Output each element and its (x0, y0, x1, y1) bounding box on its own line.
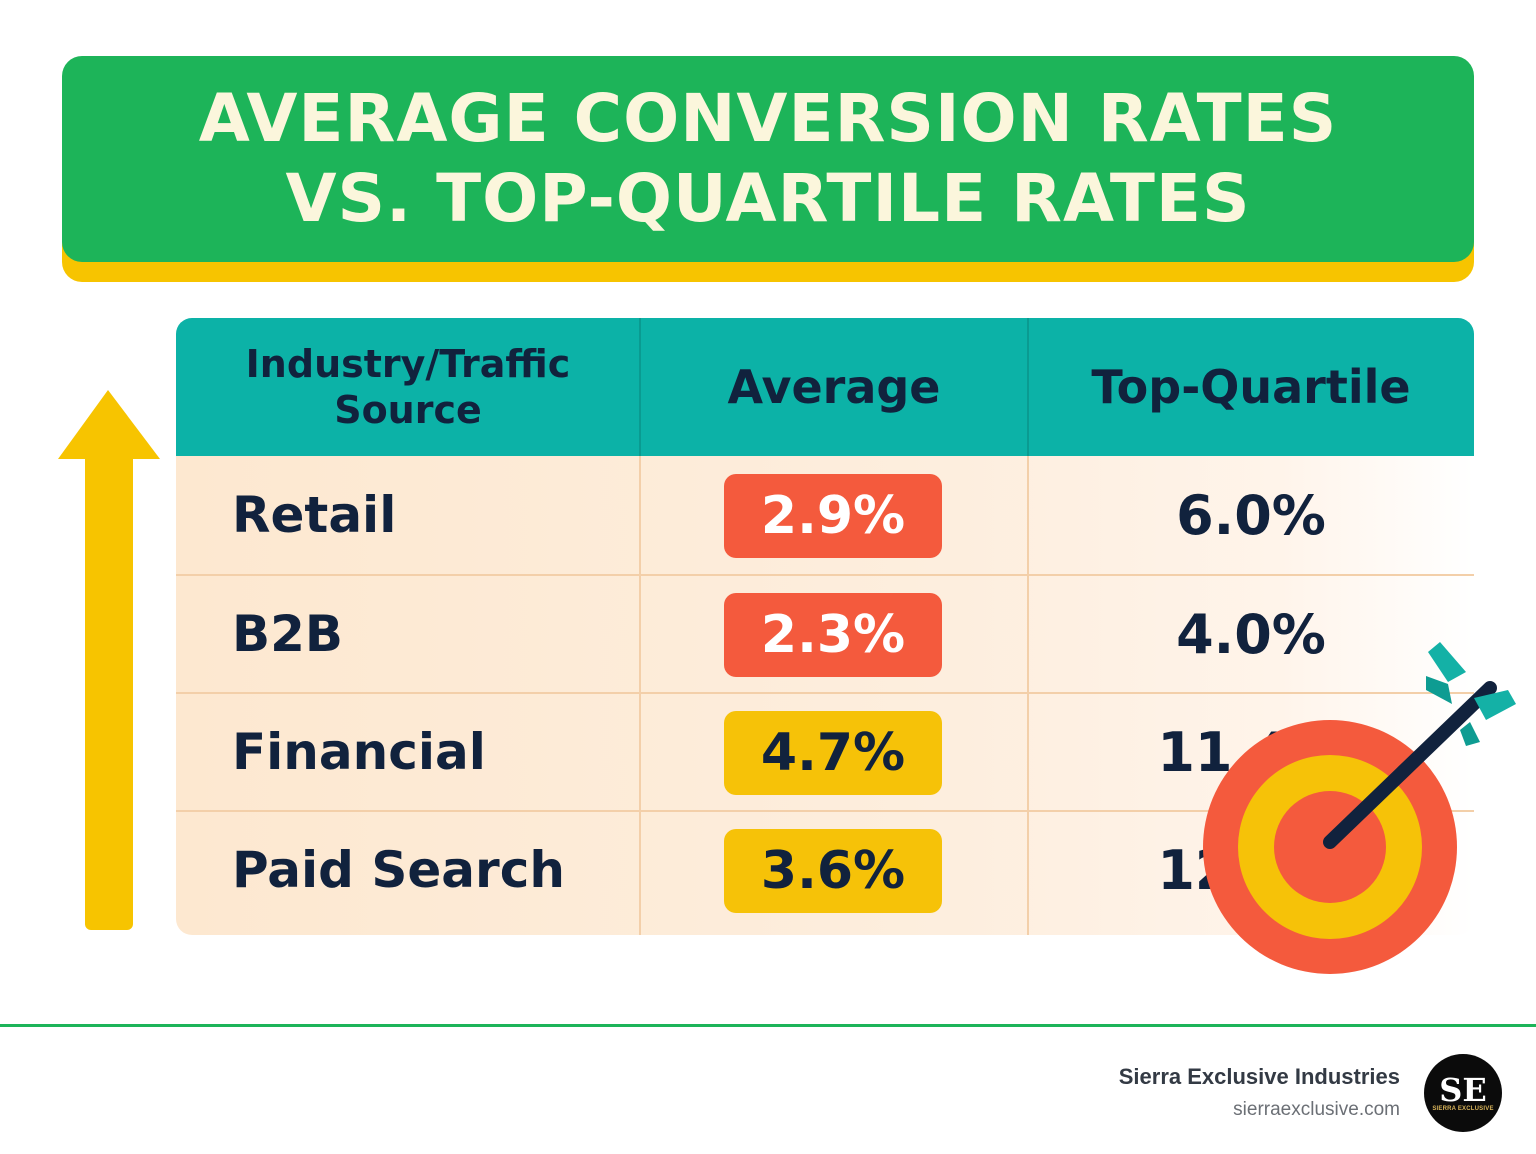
top-quartile-value: 4.0% (1176, 602, 1326, 666)
average-value: 2.3% (724, 593, 942, 677)
table-row: Retail 2.9% 6.0% (176, 456, 1474, 574)
header-divider (639, 318, 641, 456)
footer-divider (0, 1024, 1536, 1027)
row-label: Financial (232, 723, 486, 781)
logo-text: SIERRA EXCLUSIVE (1432, 1106, 1494, 1112)
column-divider (639, 456, 641, 935)
row-divider (176, 810, 1474, 812)
row-divider (176, 692, 1474, 694)
company-name: Sierra Exclusive Industries (1118, 1064, 1400, 1089)
average-value: 3.6% (724, 829, 942, 913)
average-value: 2.9% (724, 474, 942, 558)
column-divider (1027, 456, 1029, 935)
title-line-2: VS. TOP-QUARTILE RATES (285, 160, 1251, 237)
top-quartile-value: 6.0% (1176, 483, 1326, 547)
target-dart-icon (1203, 642, 1516, 974)
header-divider (1027, 318, 1029, 456)
table-row: B2B 2.3% 4.0% (176, 575, 1474, 693)
sierra-exclusive-logo: SE SIERRA EXCLUSIVE (1424, 1054, 1502, 1132)
row-label: Retail (232, 486, 397, 544)
title-banner: AVERAGE CONVERSION RATES VS. TOP-QUARTIL… (62, 56, 1474, 262)
row-label: B2B (232, 605, 344, 663)
header-average: Average (727, 360, 941, 414)
conversion-table: Industry/Traffic Source Average Top-Quar… (176, 318, 1474, 935)
row-divider (176, 574, 1474, 576)
header-top-quartile: Top-Quartile (1091, 360, 1411, 414)
logo-mark: SE (1439, 1071, 1487, 1109)
title-line-1: AVERAGE CONVERSION RATES (198, 80, 1338, 157)
up-arrow-icon (58, 390, 160, 930)
average-value: 4.7% (724, 711, 942, 795)
table-header: Industry/Traffic Source Average Top-Quar… (176, 318, 1474, 456)
row-label: Paid Search (232, 841, 565, 899)
website-link[interactable]: sierraexclusive.com (1233, 1099, 1400, 1120)
header-industry: Industry/Traffic Source (245, 342, 571, 432)
